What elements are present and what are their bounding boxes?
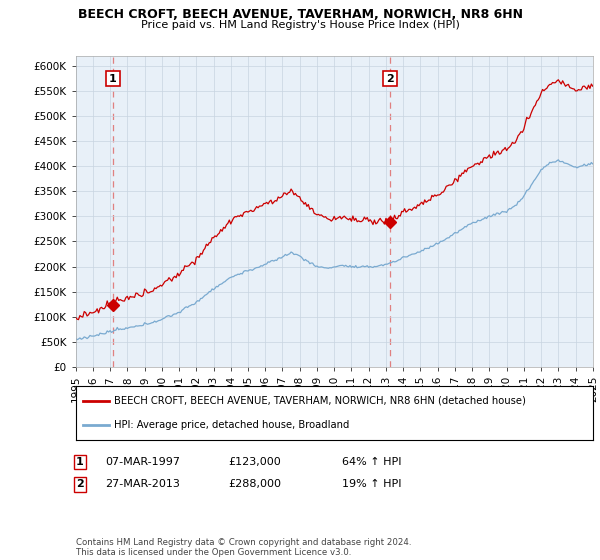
Text: BEECH CROFT, BEECH AVENUE, TAVERHAM, NORWICH, NR8 6HN (detached house): BEECH CROFT, BEECH AVENUE, TAVERHAM, NOR… xyxy=(115,396,526,406)
Text: 1: 1 xyxy=(109,73,117,83)
Text: 2: 2 xyxy=(386,73,394,83)
Text: 19% ↑ HPI: 19% ↑ HPI xyxy=(342,479,401,489)
Text: 2: 2 xyxy=(76,479,83,489)
Text: Contains HM Land Registry data © Crown copyright and database right 2024.
This d: Contains HM Land Registry data © Crown c… xyxy=(76,538,411,557)
Text: HPI: Average price, detached house, Broadland: HPI: Average price, detached house, Broa… xyxy=(115,420,350,430)
Text: 1: 1 xyxy=(76,457,83,467)
Text: £123,000: £123,000 xyxy=(228,457,281,467)
Text: £288,000: £288,000 xyxy=(228,479,281,489)
Text: 07-MAR-1997: 07-MAR-1997 xyxy=(105,457,180,467)
Text: BEECH CROFT, BEECH AVENUE, TAVERHAM, NORWICH, NR8 6HN: BEECH CROFT, BEECH AVENUE, TAVERHAM, NOR… xyxy=(77,8,523,21)
Text: 27-MAR-2013: 27-MAR-2013 xyxy=(105,479,180,489)
Text: Price paid vs. HM Land Registry's House Price Index (HPI): Price paid vs. HM Land Registry's House … xyxy=(140,20,460,30)
Text: 64% ↑ HPI: 64% ↑ HPI xyxy=(342,457,401,467)
